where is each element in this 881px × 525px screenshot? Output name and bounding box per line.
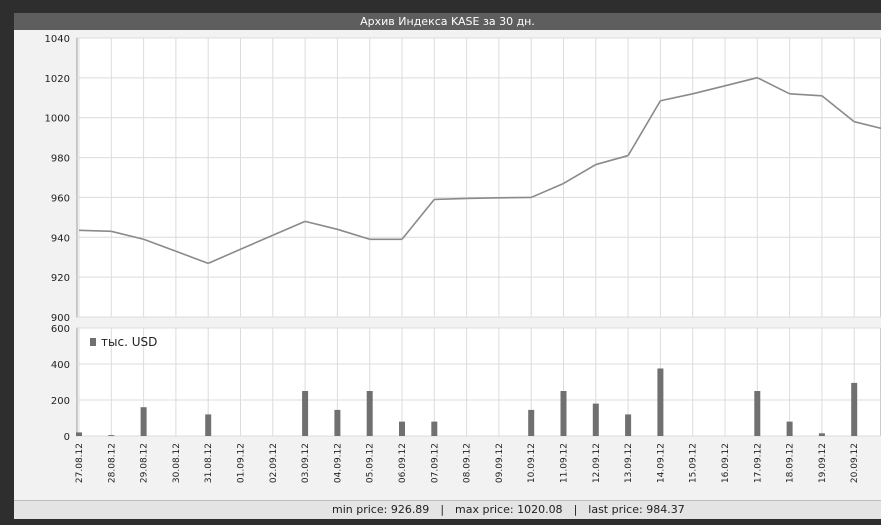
- volume-y-tick-label: 400: [51, 360, 70, 371]
- volume-bar: [205, 414, 212, 436]
- price-line-segment: [175, 250, 209, 265]
- price-y-tick-label: 1040: [45, 34, 70, 45]
- price-line-segment: [466, 197, 499, 200]
- price-line-segment: [337, 228, 370, 241]
- price-y-tick-label: 920: [51, 273, 70, 284]
- price-line-segment: [207, 248, 241, 265]
- x-tick-label: 27.08.12: [75, 443, 85, 483]
- volume-bar: [528, 409, 535, 436]
- volume-bar: [754, 391, 761, 436]
- x-tick-label: 15.09.12: [689, 443, 699, 483]
- price-line-segment: [434, 197, 467, 201]
- price-line-segment: [304, 220, 338, 231]
- price-line-segment: [756, 76, 790, 95]
- volume-bar: [431, 421, 438, 436]
- price-y-tick-label: 960: [51, 193, 70, 204]
- x-tick-label: 20.09.12: [850, 443, 860, 483]
- price-line-segment: [595, 154, 629, 166]
- volume-bar: [302, 391, 309, 436]
- x-tick-label: 30.08.12: [172, 443, 182, 483]
- last-price-label: last price: 984.37: [588, 503, 685, 516]
- volume-plot-area: [76, 327, 881, 437]
- volume-bar: [592, 403, 599, 436]
- chart-title: Архив Индекса KASE за 30 дн.: [14, 13, 881, 30]
- price-line-segment: [272, 220, 306, 237]
- price-y-tick-label: 1020: [45, 74, 70, 85]
- volume-bar: [786, 421, 793, 436]
- legend-swatch: [90, 338, 96, 346]
- price-plot-area: [76, 37, 881, 318]
- price-line-segment: [821, 95, 855, 123]
- price-line-segment: [240, 234, 274, 250]
- x-tick-label: 08.09.12: [463, 443, 473, 483]
- price-line-segment: [401, 198, 435, 240]
- min-price-label: min price: 926.89: [332, 503, 430, 516]
- status-bar: min price: 926.89 | max price: 1020.08 | las…: [14, 500, 881, 519]
- status-separator: |: [440, 503, 445, 516]
- price-line-segment: [530, 182, 564, 199]
- x-tick-label: 12.09.12: [592, 443, 602, 483]
- x-tick-label: 31.08.12: [204, 443, 214, 483]
- x-tick-label: 16.09.12: [721, 443, 731, 483]
- x-tick-label: 29.08.12: [140, 443, 150, 483]
- x-tick-label: 05.09.12: [366, 443, 376, 483]
- volume-bar: [76, 432, 82, 436]
- volume-y-tick-label: 200: [51, 396, 70, 407]
- x-tick-label: 04.09.12: [333, 443, 343, 483]
- volume-bar: [334, 409, 341, 436]
- x-tick-label: 02.09.12: [269, 443, 279, 483]
- price-line-segment: [854, 120, 881, 130]
- volume-bar: [818, 433, 825, 436]
- volume-y-tick-label: 0: [64, 432, 70, 443]
- price-line-segment: [627, 100, 662, 156]
- x-tick-label: 01.09.12: [237, 443, 247, 483]
- volume-bar: [657, 368, 664, 436]
- price-line-segment: [143, 238, 177, 252]
- x-tick-label: 17.09.12: [753, 443, 763, 483]
- volume-bar: [625, 414, 632, 436]
- price-line-segment: [789, 93, 822, 97]
- x-tick-label: 11.09.12: [560, 443, 570, 483]
- legend-label: тыс. USD: [101, 335, 157, 349]
- price-line-segment: [563, 163, 597, 185]
- price-line-segment: [692, 85, 726, 95]
- status-separator: |: [573, 503, 578, 516]
- max-price-label: max price: 1020.08: [455, 503, 563, 516]
- x-tick-label: 13.09.12: [624, 443, 634, 483]
- volume-bar: [560, 391, 567, 436]
- volume-bar: [399, 421, 405, 436]
- volume-bar: [366, 391, 373, 436]
- x-tick-label: 14.09.12: [656, 443, 666, 483]
- x-tick-label: 10.09.12: [527, 443, 537, 483]
- x-tick-label: 09.09.12: [495, 443, 505, 483]
- price-line-segment: [660, 93, 693, 102]
- volume-bar: [108, 435, 115, 436]
- x-tick-label: 28.08.12: [107, 443, 117, 483]
- volume-y-tick-label: 600: [51, 324, 70, 335]
- x-tick-label: 18.09.12: [786, 443, 796, 483]
- x-tick-label: 06.09.12: [398, 443, 408, 483]
- x-tick-label: 07.09.12: [430, 443, 440, 483]
- volume-bar: [140, 407, 147, 436]
- price-y-tick-label: 940: [51, 233, 70, 244]
- price-line-segment: [724, 76, 758, 87]
- price-y-tick-label: 1000: [45, 114, 70, 125]
- volume-bar: [851, 382, 858, 436]
- price-line-segment: [111, 230, 144, 241]
- price-y-tick-label: 900: [51, 313, 70, 324]
- price-line-segment: [78, 229, 112, 233]
- price-y-tick-label: 980: [51, 154, 70, 165]
- x-tick-label: 19.09.12: [818, 443, 828, 483]
- x-tick-label: 03.09.12: [301, 443, 311, 483]
